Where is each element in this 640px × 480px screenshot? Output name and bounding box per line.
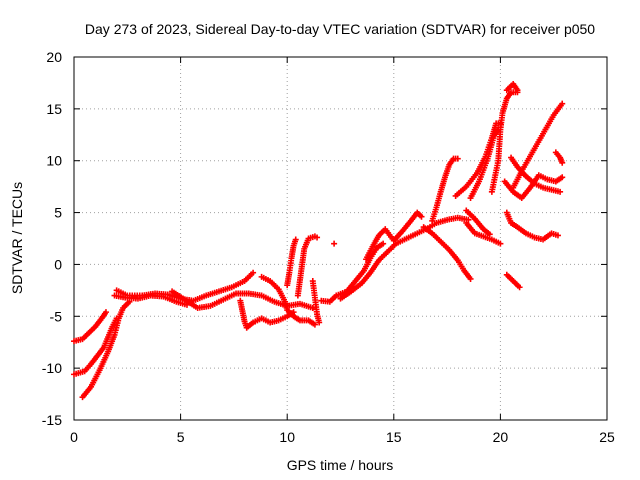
y-tick-label: 0: [54, 256, 62, 272]
data-point: [486, 231, 493, 238]
data-point: [309, 304, 316, 311]
data-point: [497, 240, 504, 247]
y-axis-label: SDTVAR / TECUs: [9, 182, 25, 294]
x-tick-label: 5: [177, 429, 185, 445]
tick-labels: 0 5 10 15 20 25 -15 -10 -5 0 5 10 15 20: [42, 49, 615, 445]
data-point: [557, 188, 564, 195]
plot-frame: [73, 56, 608, 421]
data-point: [559, 159, 566, 166]
data-point: [514, 87, 521, 94]
x-tick-label: 25: [599, 429, 615, 445]
data-point: [314, 234, 321, 241]
data-point: [418, 213, 425, 220]
y-tick-label: 5: [54, 205, 62, 221]
y-tick-label: 10: [46, 153, 62, 169]
data-point: [559, 100, 566, 107]
y-tick-label: -5: [50, 308, 63, 324]
y-tick-label: -15: [42, 412, 62, 428]
x-axis-label: GPS time / hours: [287, 457, 394, 473]
data-point: [554, 232, 561, 239]
grid: [74, 57, 607, 420]
chart-title: Day 273 of 2023, Sidereal Day-to-day VTE…: [85, 21, 595, 37]
axis-ticks: [73, 56, 608, 421]
data-point: [454, 155, 461, 162]
data-point: [292, 236, 299, 243]
data-point: [316, 319, 323, 326]
y-tick-label: 20: [46, 49, 62, 65]
y-tick-label: 15: [46, 101, 62, 117]
x-tick-label: 20: [493, 429, 509, 445]
data-point: [250, 269, 257, 276]
x-tick-label: 0: [70, 429, 78, 445]
data-point: [311, 321, 318, 328]
data-point: [559, 174, 566, 181]
data-point: [467, 275, 474, 282]
data-points: [71, 80, 566, 401]
x-tick-label: 15: [386, 429, 402, 445]
data-point: [380, 240, 387, 247]
y-tick-label: -10: [42, 360, 62, 376]
data-point: [102, 309, 109, 316]
data-point: [516, 284, 523, 291]
x-tick-label: 10: [279, 429, 295, 445]
data-point: [331, 240, 338, 247]
